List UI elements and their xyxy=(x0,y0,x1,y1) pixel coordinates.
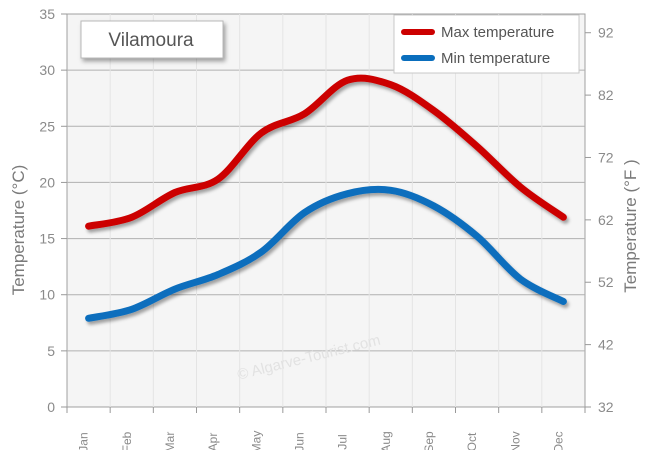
x-tick-label: Mar xyxy=(163,432,177,450)
data-point-min-temperature xyxy=(301,210,307,216)
chart-title-box: Vilamoura xyxy=(80,20,224,59)
data-point-max-temperature xyxy=(258,130,264,136)
y-tick-label-left: 35 xyxy=(39,6,55,22)
data-point-min-temperature xyxy=(215,272,221,278)
data-point-min-temperature xyxy=(345,191,351,197)
y-tick-label-left: 30 xyxy=(39,62,55,78)
data-point-max-temperature xyxy=(474,143,480,149)
y-tick-label-left: 15 xyxy=(39,231,55,247)
y-tick-label-right: 62 xyxy=(598,212,614,228)
y-axis-label-left: Temperature (°C) xyxy=(9,165,28,296)
x-tick-label: Apr xyxy=(206,433,220,450)
data-point-max-temperature xyxy=(129,214,135,220)
data-point-max-temperature xyxy=(215,176,221,182)
legend-box xyxy=(393,14,580,74)
x-tick-label: Oct xyxy=(465,432,479,450)
y-tick-label-right: 52 xyxy=(598,274,614,290)
data-point-min-temperature xyxy=(129,306,135,312)
x-tick-label: Nov xyxy=(508,431,522,450)
data-point-max-temperature xyxy=(388,82,394,88)
data-point-min-temperature xyxy=(172,286,178,292)
x-tick-label: Jan xyxy=(77,432,91,450)
y-tick-label-right: 92 xyxy=(598,25,614,41)
legend-label: Max temperature xyxy=(441,24,554,41)
y-tick-label-right: 82 xyxy=(598,87,614,103)
data-point-min-temperature xyxy=(560,298,566,304)
y-tick-label-right: 72 xyxy=(598,149,614,165)
x-tick-label: Feb xyxy=(120,431,134,450)
data-point-max-temperature xyxy=(517,184,523,190)
y-tick-label-left: 10 xyxy=(39,287,55,303)
x-tick-label: Jun xyxy=(292,432,306,450)
y-tick-label-left: 25 xyxy=(39,118,55,134)
data-point-max-temperature xyxy=(301,111,307,117)
chart-title: Vilamoura xyxy=(108,30,194,51)
y-tick-label-left: 0 xyxy=(47,399,55,415)
legend: Max temperature Min temperature xyxy=(393,14,580,74)
y-tick-label-left: 5 xyxy=(47,343,55,359)
left-axis-ticks: 0 5 10 15 20 25 30 35 xyxy=(39,6,67,415)
x-tick-label: Jul xyxy=(336,434,350,449)
data-point-min-temperature xyxy=(86,315,92,321)
data-point-max-temperature xyxy=(560,214,566,220)
x-tick-label: Dec xyxy=(551,431,565,450)
x-tick-label: Sep xyxy=(422,431,436,450)
y-tick-label-right: 42 xyxy=(598,337,614,353)
series-lines xyxy=(85,74,567,322)
data-point-max-temperature xyxy=(172,190,178,196)
legend-label: Min temperature xyxy=(441,50,550,67)
series-line-min-temperature xyxy=(85,185,567,322)
data-point-min-temperature xyxy=(474,233,480,239)
y-tick-label-right: 32 xyxy=(598,399,614,415)
data-point-max-temperature xyxy=(431,108,437,114)
right-axis-ticks: 32 42 52 62 72 82 92 xyxy=(585,25,614,415)
data-point-min-temperature xyxy=(388,187,394,193)
x-tick-label: Aug xyxy=(379,431,393,450)
data-point-min-temperature xyxy=(258,249,264,255)
data-point-min-temperature xyxy=(517,276,523,282)
x-axis-ticks: Jan Feb Mar Apr May Jun Jul Aug Sep Oct Nov Dec xyxy=(66,407,586,450)
x-tick-label: May xyxy=(249,431,263,450)
data-point-max-temperature xyxy=(86,223,92,229)
series-line-max-temperature xyxy=(85,74,567,230)
y-axis-label-right: Temperature (°F ) xyxy=(621,159,640,292)
y-tick-label-left: 20 xyxy=(39,174,55,190)
data-point-min-temperature xyxy=(431,203,437,209)
data-point-max-temperature xyxy=(345,77,351,83)
